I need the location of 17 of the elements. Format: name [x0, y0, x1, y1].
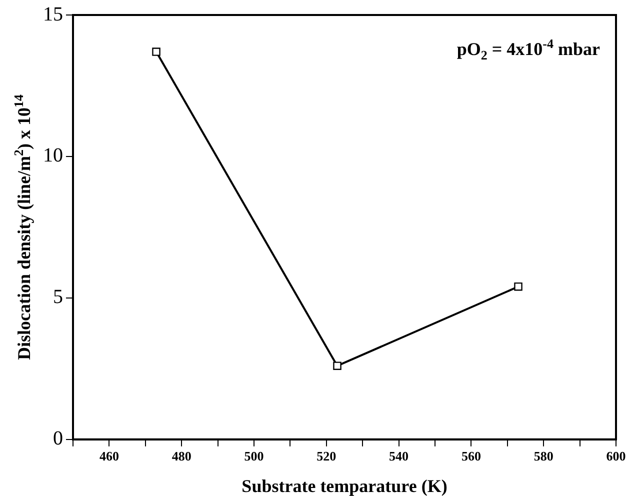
x-tick-label: 560 [461, 448, 481, 464]
y-axis-title: Dislocation density (line/m2) x 1014 [10, 94, 34, 360]
x-tick-label: 500 [244, 448, 264, 464]
y-tick-label: 5 [53, 286, 63, 308]
x-tick-label: 600 [606, 448, 626, 464]
point [333, 362, 342, 370]
x-tick-label: 540 [389, 448, 409, 464]
x-tick-label: 480 [172, 448, 192, 464]
y-tick-label: 15 [43, 3, 63, 26]
x-tick-label: 580 [534, 448, 554, 464]
y-tick-label: 0 [53, 428, 63, 450]
point [152, 48, 160, 56]
x-tick-label: 520 [316, 448, 336, 464]
x-tick-label: 460 [99, 448, 119, 464]
x-axis-title: Substrate temparature (K) [242, 476, 448, 496]
y-tick-label: 10 [43, 144, 63, 167]
point [514, 282, 522, 291]
